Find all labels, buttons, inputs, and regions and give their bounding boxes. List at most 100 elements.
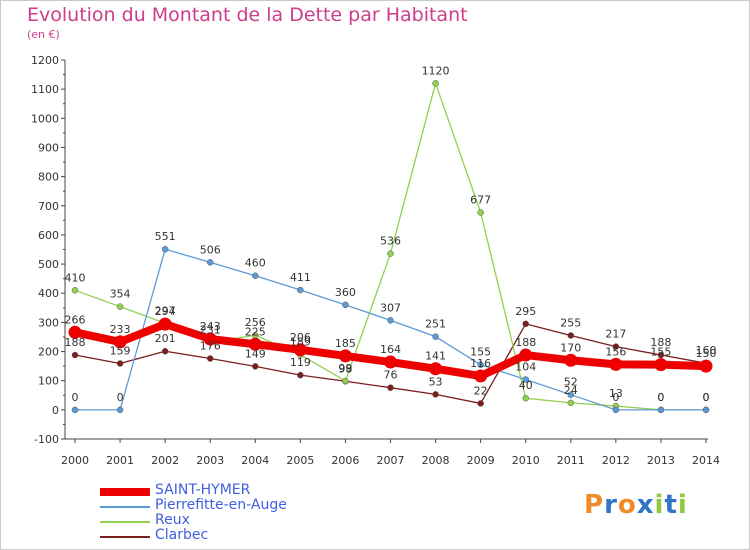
data-label: 0 (117, 391, 124, 404)
data-label: 251 (425, 318, 446, 331)
data-point (252, 272, 259, 279)
data-label: 116 (470, 357, 491, 370)
data-point (612, 406, 620, 414)
data-label: 188 (515, 336, 536, 349)
data-point (206, 355, 214, 362)
legend-label: Reux (155, 512, 190, 528)
data-point (567, 391, 575, 398)
data-label: 225 (245, 325, 266, 338)
y-tick-label: 500 (38, 258, 59, 271)
x-tick-label: 2000 (61, 454, 89, 467)
data-label: 156 (605, 345, 626, 358)
y-tick-label: 1000 (31, 112, 59, 125)
data-label: 188 (65, 336, 86, 349)
x-tick-label: 2007 (377, 454, 405, 467)
data-label: 0 (72, 391, 79, 404)
data-label: 188 (650, 336, 671, 349)
data-point (474, 369, 488, 383)
data-label: 176 (200, 340, 221, 353)
x-tick-label: 2002 (151, 454, 179, 467)
data-label: 76 (384, 369, 398, 382)
data-label: 104 (515, 361, 536, 374)
data-label: 53 (429, 375, 443, 388)
data-label: 119 (290, 356, 311, 369)
data-point (384, 355, 397, 369)
data-label: 256 (245, 316, 266, 329)
x-tick-label: 2001 (106, 454, 134, 467)
data-label: 243 (200, 320, 221, 333)
data-label: 307 (380, 301, 401, 314)
data-point (657, 406, 665, 414)
legend-label: Pierrefitte-en-Auge (155, 497, 287, 513)
data-label: 206 (290, 331, 311, 344)
data-label: 150 (696, 347, 717, 360)
data-point (248, 337, 262, 351)
data-point (519, 348, 533, 362)
data-point (68, 325, 82, 339)
data-point (342, 377, 349, 385)
data-point (71, 406, 79, 414)
legend-swatch (100, 506, 150, 508)
x-tick-label: 2008 (422, 454, 450, 467)
data-label: 52 (564, 376, 578, 389)
y-tick-label: 1200 (31, 54, 59, 67)
data-label: 460 (245, 257, 266, 270)
data-label: 266 (65, 313, 86, 326)
data-point (522, 394, 529, 402)
data-label: 677 (470, 193, 491, 206)
x-tick-label: 2005 (286, 454, 314, 467)
data-point (567, 332, 575, 339)
legend-swatch (100, 521, 150, 523)
legend-label: Clarbec (155, 527, 209, 543)
data-point (116, 406, 124, 414)
data-label: 295 (515, 305, 536, 318)
data-point (338, 349, 352, 363)
x-tick-label: 2003 (196, 454, 224, 467)
data-point (252, 363, 259, 370)
data-label: 160 (696, 344, 717, 357)
data-point (567, 399, 575, 407)
data-label: 233 (110, 323, 131, 336)
legend-swatch (100, 536, 150, 538)
data-point (477, 209, 484, 216)
data-label: 354 (110, 288, 131, 301)
y-tick-label: 600 (38, 229, 59, 242)
data-label: 217 (605, 328, 626, 341)
data-point (432, 80, 439, 87)
data-label: 185 (335, 337, 356, 350)
data-point (158, 317, 172, 331)
data-point (116, 303, 124, 310)
data-point (297, 286, 304, 294)
data-label: 0 (657, 391, 664, 404)
chart-unit: (en €) (27, 28, 60, 41)
data-label: 201 (155, 332, 176, 345)
data-point (113, 335, 127, 349)
data-label: 411 (290, 271, 311, 284)
y-tick-label: 300 (38, 316, 59, 329)
x-tick-label: 2011 (557, 454, 585, 467)
x-tick-label: 2004 (241, 454, 269, 467)
data-point (477, 400, 484, 407)
data-point (387, 317, 394, 324)
data-label: 294 (155, 305, 176, 318)
data-point (609, 357, 623, 371)
data-label: 159 (110, 344, 131, 357)
data-label: 1120 (422, 64, 450, 77)
y-tick-label: 800 (38, 171, 59, 184)
x-tick-label: 2013 (647, 454, 675, 467)
data-label: 360 (335, 286, 356, 299)
data-point (161, 347, 169, 355)
data-point (702, 406, 710, 414)
y-tick-label: -100 (34, 433, 59, 446)
data-point (342, 301, 349, 309)
data-point (161, 245, 169, 253)
data-label: 22 (474, 384, 488, 397)
data-label: 149 (245, 347, 266, 360)
data-label: 98 (338, 362, 352, 375)
data-point (522, 320, 529, 328)
y-tick-label: 900 (38, 141, 59, 154)
data-point (432, 333, 439, 340)
data-point (612, 343, 620, 350)
